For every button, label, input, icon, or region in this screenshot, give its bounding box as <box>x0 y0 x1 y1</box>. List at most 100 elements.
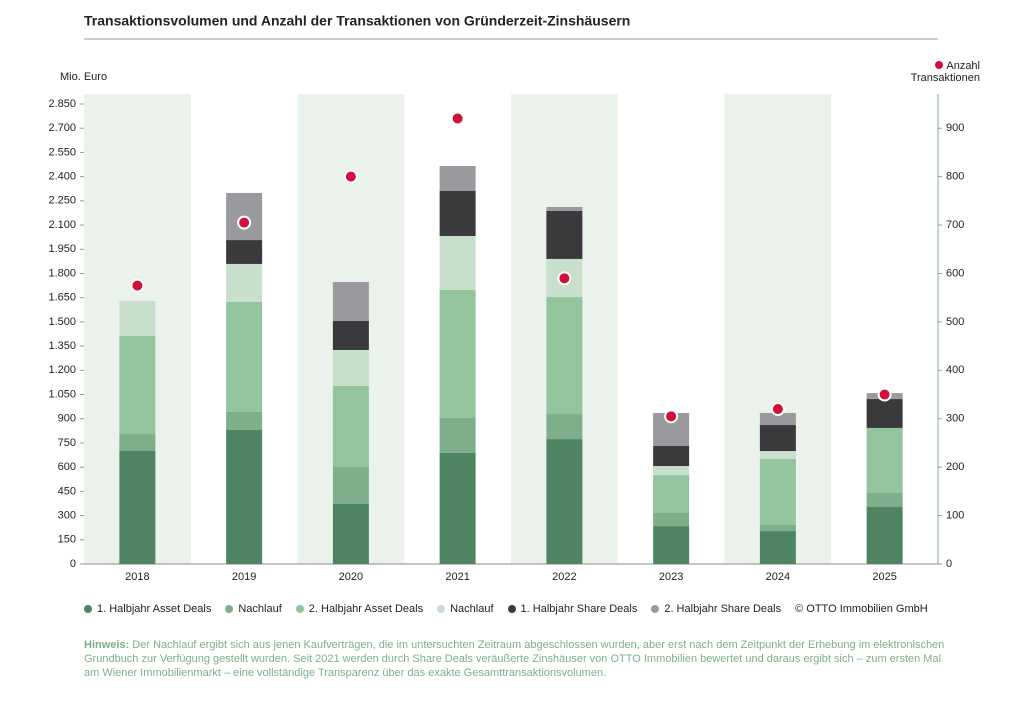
bar-segment <box>332 282 369 321</box>
bar-segment <box>439 165 476 191</box>
legend-dot <box>295 605 304 613</box>
x-tick-label: 2018 <box>125 571 149 583</box>
y2-tick-label: 900 <box>946 122 964 134</box>
point <box>343 169 358 184</box>
legend-item: 2. Halbjahr Share Deals <box>651 603 781 615</box>
y2-legend: Anzahl Transaktionen <box>890 60 980 84</box>
y-tick-label: 2.100 <box>48 219 76 231</box>
bar-segment <box>546 414 583 440</box>
x-tick-label: 2021 <box>445 571 469 583</box>
bar-segment <box>119 451 156 564</box>
chart: Transaktionsvolumen und Anzahl der Trans… <box>48 13 964 583</box>
y2-tick-label: 700 <box>946 219 964 231</box>
y-tick-label: 2.850 <box>48 98 76 110</box>
x-tick-label: 2023 <box>659 571 683 583</box>
bar-segment <box>439 452 476 564</box>
y2-tick-label: 400 <box>946 364 964 376</box>
bar-segment <box>119 335 156 435</box>
legend-item: 1. Halbjahr Asset Deals <box>84 603 211 615</box>
legend-item: Nachlauf <box>437 603 494 615</box>
legend-dot <box>84 605 92 613</box>
point <box>664 409 679 424</box>
legend-item: Nachlauf <box>225 603 282 615</box>
bar-segment <box>226 240 263 264</box>
point <box>770 402 785 417</box>
legend-label: 2. Halbjahr Asset Deals <box>308 603 424 615</box>
x-tick-label: 2025 <box>872 571 896 583</box>
bar-segment <box>759 524 796 532</box>
bar-segment <box>226 263 263 303</box>
bar-segment <box>866 492 903 508</box>
bar-segment <box>866 507 903 564</box>
legend-label: 1. Halbjahr Asset Deals <box>97 603 212 615</box>
y-tick-label: 0 <box>70 558 76 570</box>
y-tick-label: 1.800 <box>48 267 76 279</box>
legend-dot <box>225 605 234 613</box>
y-tick-label: 900 <box>58 413 76 425</box>
y-tick-label: 1.200 <box>48 364 76 376</box>
bar-segment <box>759 412 796 426</box>
bar-segment <box>546 211 583 259</box>
bar-segment <box>759 458 796 525</box>
y-tick-label: 300 <box>58 509 76 521</box>
bar-segment <box>332 503 369 564</box>
point <box>877 387 892 402</box>
note-text: Der Nachlauf ergibt sich aus jenen Kaufv… <box>84 639 945 679</box>
y-tick-label: 2.400 <box>48 171 76 183</box>
y-tick-label: 1.650 <box>48 292 76 304</box>
y-tick-label: 1.350 <box>48 340 76 352</box>
bar-segment <box>439 236 476 290</box>
y-tick-label: 600 <box>58 461 76 473</box>
y2-tick-label: 0 <box>946 558 952 570</box>
bar-segment <box>653 475 690 513</box>
bar-segment <box>119 300 156 336</box>
legend-label: Nachlauf <box>450 603 494 615</box>
y2-tick-label: 500 <box>946 316 964 328</box>
bar-segment <box>332 466 369 504</box>
bar-segment <box>226 430 263 564</box>
bar-segment <box>332 385 369 467</box>
y-tick-label: 2.250 <box>48 195 76 207</box>
bar-segment <box>653 466 690 476</box>
bar-segment <box>439 417 476 453</box>
bar-segment <box>866 427 903 493</box>
bar-segment <box>546 297 583 415</box>
note: Hinweis: Der Nachlauf ergibt sich aus je… <box>84 638 954 680</box>
legend-label: 2. Halbjahr Share Deals <box>664 603 782 615</box>
y-tick-label: 1.050 <box>48 388 76 400</box>
point <box>237 215 252 230</box>
bar-segment <box>653 526 690 564</box>
y-tick-label: 1.500 <box>48 316 76 328</box>
x-tick-label: 2022 <box>552 571 576 583</box>
y2-tick-label: 600 <box>946 267 964 279</box>
point <box>557 271 572 286</box>
legend-dot <box>437 605 446 613</box>
legend: 1. Halbjahr Asset Deals Nachlauf 2. Halbja… <box>84 603 944 615</box>
y-axis-label: Mio. Euro <box>60 71 107 83</box>
bar-segment <box>332 320 369 350</box>
y2-tick-label: 800 <box>946 171 964 183</box>
point <box>450 111 465 126</box>
bar-segment <box>653 512 690 527</box>
legend-item: 2. Halbjahr Asset Deals <box>295 603 424 615</box>
bar-segment <box>332 349 369 386</box>
point <box>130 278 145 293</box>
source: © OTTO Immobilien GmbH <box>795 603 928 615</box>
chart-title: Transaktionsvolumen und Anzahl der Trans… <box>84 13 630 29</box>
bar-segment <box>759 425 796 452</box>
y2-tick-label: 300 <box>946 413 964 425</box>
y2-tick-label: 200 <box>946 461 964 473</box>
bar-segment <box>759 531 796 564</box>
bar-segment <box>546 206 583 212</box>
legend-dot <box>935 61 944 69</box>
y-tick-label: 750 <box>58 437 76 449</box>
y2-label: Anzahl Transaktionen <box>910 60 980 84</box>
bar-segment <box>226 411 263 431</box>
bar-segment <box>866 399 903 428</box>
y2-tick-label: 100 <box>946 509 964 521</box>
y-tick-label: 450 <box>58 485 76 497</box>
legend-label: Nachlauf <box>238 603 282 615</box>
legend-item: 1. Halbjahr Share Deals <box>507 603 637 615</box>
legend-dot <box>651 605 660 613</box>
y-tick-label: 150 <box>58 534 76 546</box>
